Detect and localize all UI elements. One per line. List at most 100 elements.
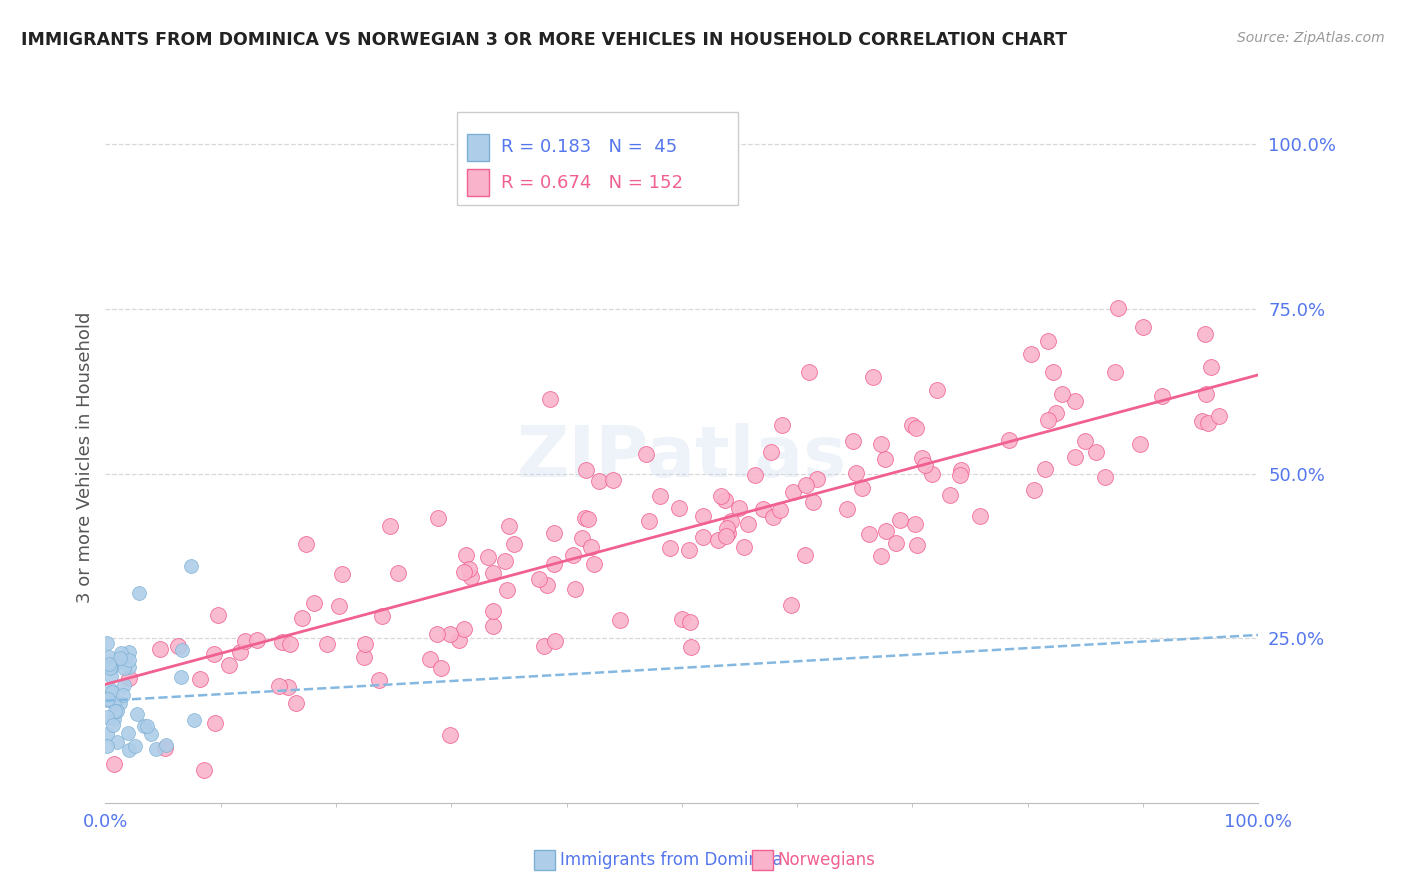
Point: [100, 669, 122, 683]
Point: [368, 673, 391, 687]
Point: [128, 586, 150, 600]
Point: [1085, 445, 1108, 459]
Point: [353, 650, 375, 665]
Text: Immigrants from Dominica: Immigrants from Dominica: [560, 851, 782, 869]
Point: [330, 567, 353, 582]
Point: [905, 538, 928, 552]
Point: [496, 583, 519, 598]
Point: [544, 633, 567, 648]
Point: [845, 466, 868, 480]
Point: [858, 527, 880, 541]
Point: [938, 488, 960, 502]
Point: [118, 671, 141, 685]
Point: [202, 647, 225, 661]
Point: [759, 445, 782, 459]
Point: [862, 370, 884, 384]
Point: [155, 740, 177, 755]
Point: [447, 632, 470, 647]
Point: [794, 548, 817, 562]
Point: [498, 519, 520, 533]
Point: [806, 472, 828, 486]
Point: [117, 725, 139, 739]
Point: [716, 521, 738, 535]
Point: [98, 661, 121, 675]
Point: [1064, 394, 1087, 409]
Point: [1129, 437, 1152, 451]
Point: [290, 610, 312, 624]
Point: [949, 463, 972, 477]
Point: [112, 661, 135, 675]
Point: [101, 718, 124, 732]
Point: [1094, 470, 1116, 484]
Point: [900, 418, 922, 433]
Point: [149, 642, 172, 657]
Point: [1042, 365, 1064, 379]
Point: [117, 645, 139, 659]
Point: [139, 726, 162, 740]
Point: [1074, 434, 1097, 449]
Point: [170, 643, 193, 657]
Point: [574, 511, 596, 525]
Point: [118, 742, 141, 756]
Point: [427, 511, 450, 525]
Point: [453, 565, 475, 579]
Point: [761, 509, 783, 524]
Point: [439, 728, 461, 742]
Point: [710, 489, 733, 503]
Point: [98, 650, 121, 665]
Point: [430, 661, 453, 675]
Point: [136, 719, 159, 733]
Point: [458, 561, 481, 575]
Point: [533, 639, 555, 653]
Point: [752, 502, 775, 516]
Point: [477, 550, 499, 565]
Point: [284, 696, 307, 710]
Point: [911, 450, 934, 465]
Point: [371, 609, 394, 624]
Point: [97, 692, 120, 706]
Point: [770, 417, 793, 432]
Point: [328, 599, 350, 613]
Point: [636, 447, 658, 461]
Point: [582, 557, 605, 571]
Point: [998, 433, 1021, 447]
Point: [96, 636, 118, 650]
Point: [453, 623, 475, 637]
Point: [873, 452, 896, 467]
Point: [96, 709, 118, 723]
Point: [921, 467, 943, 482]
Point: [851, 481, 873, 495]
Point: [889, 513, 911, 527]
Point: [884, 535, 907, 549]
Point: [870, 436, 893, 450]
Point: [875, 524, 897, 538]
Point: [1197, 416, 1219, 430]
Point: [134, 719, 156, 733]
Text: Norwegians: Norwegians: [778, 851, 876, 869]
Point: [125, 706, 148, 721]
Point: [502, 537, 524, 551]
Point: [602, 473, 624, 487]
Point: [538, 392, 561, 407]
Point: [193, 763, 215, 777]
Point: [387, 566, 409, 580]
Point: [96, 739, 118, 753]
Point: [1045, 406, 1067, 420]
Point: [706, 533, 728, 547]
Point: [145, 742, 167, 756]
Point: [588, 474, 610, 488]
Point: [166, 640, 188, 654]
Point: [801, 495, 824, 509]
Point: [183, 713, 205, 727]
Point: [105, 704, 128, 718]
Point: [529, 572, 551, 586]
Point: [246, 632, 269, 647]
Point: [692, 508, 714, 523]
Point: [204, 715, 226, 730]
Point: [1019, 347, 1042, 361]
Point: [1150, 389, 1173, 403]
Point: [112, 678, 135, 692]
Point: [797, 365, 820, 379]
Point: [780, 599, 803, 613]
Point: [1107, 301, 1129, 315]
